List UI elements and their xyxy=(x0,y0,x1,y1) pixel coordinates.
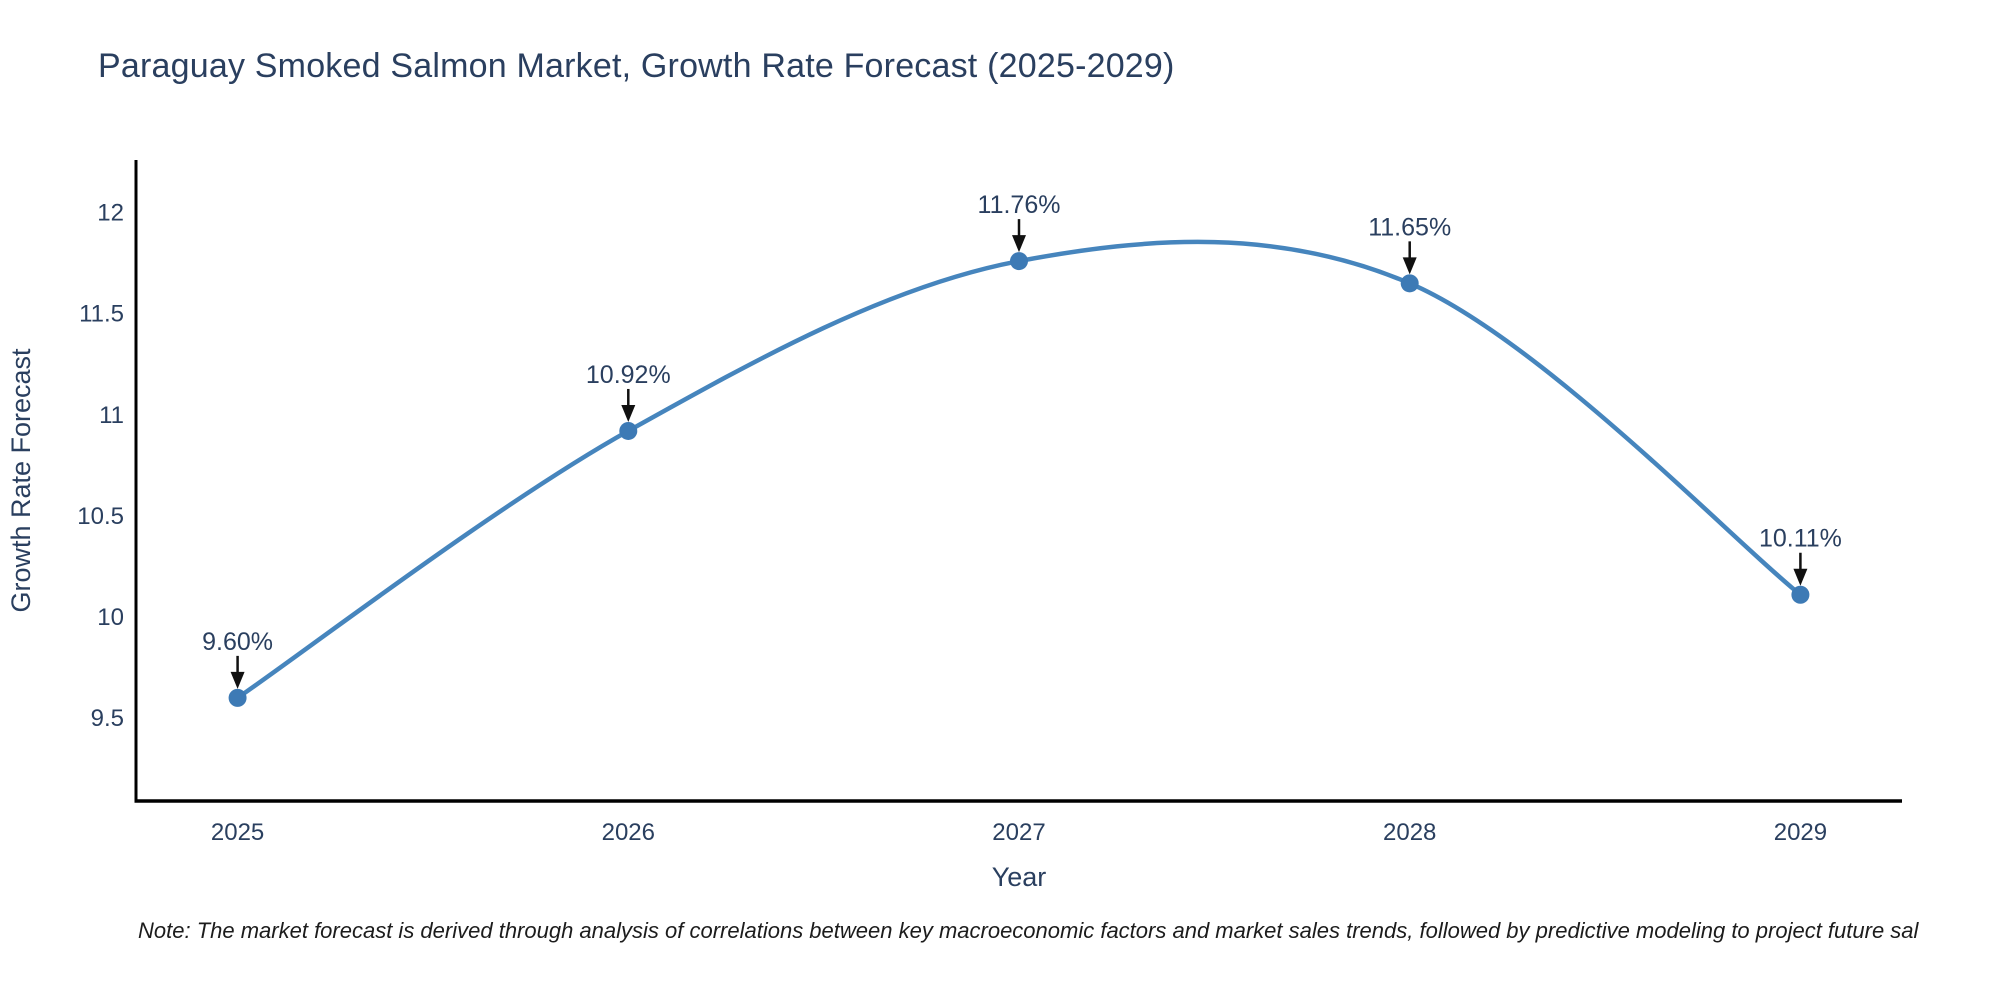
chart-title: Paraguay Smoked Salmon Market, Growth Ra… xyxy=(98,47,1175,85)
data-point-2025 xyxy=(228,688,247,707)
y-tick-label: 9.5 xyxy=(91,705,124,732)
point-annotation: 10.11% xyxy=(1759,525,1842,553)
annotation-arrowhead-icon xyxy=(621,404,636,422)
x-tick-label: 2029 xyxy=(1774,819,1827,846)
point-annotation: 9.60% xyxy=(202,628,273,656)
y-tick-label: 12 xyxy=(97,200,124,227)
annotation-arrowhead-icon xyxy=(1012,235,1026,253)
data-point-2027 xyxy=(1010,252,1028,271)
annotation-arrowhead-icon xyxy=(1402,257,1417,275)
series-line xyxy=(235,239,1803,701)
y-axis-title: Growth Rate Forecast xyxy=(6,348,36,613)
x-tick-label: 2028 xyxy=(1383,819,1436,846)
y-tick-label: 11 xyxy=(99,402,124,429)
point-annotation: 11.65% xyxy=(1368,213,1451,241)
y-tick-label: 11.5 xyxy=(79,301,124,328)
data-point-2026 xyxy=(619,421,638,440)
footnote: Note: The market forecast is derived thr… xyxy=(138,918,1919,943)
data-point-2028 xyxy=(1400,274,1419,293)
x-tick-label: 2026 xyxy=(602,819,655,846)
data-point-2029 xyxy=(1791,585,1810,604)
x-axis-title: Year xyxy=(992,862,1047,892)
annotation-arrowhead-icon xyxy=(230,671,245,689)
y-tick-label: 10.5 xyxy=(77,503,124,530)
point-annotation: 11.76% xyxy=(978,191,1061,219)
y-tick-label: 10 xyxy=(97,604,124,631)
x-tick-label: 2027 xyxy=(992,819,1045,846)
x-tick-label: 2025 xyxy=(211,819,264,846)
point-annotation: 10.92% xyxy=(586,361,671,389)
annotation-arrowhead-icon xyxy=(1793,568,1808,586)
